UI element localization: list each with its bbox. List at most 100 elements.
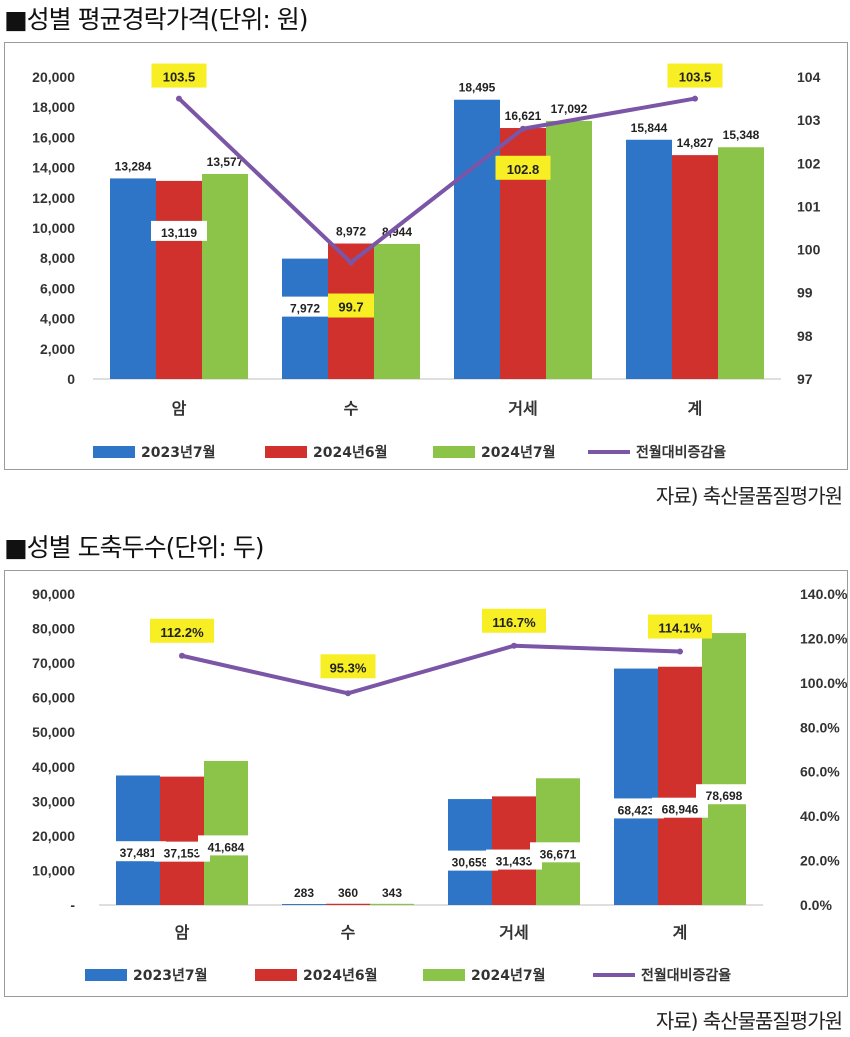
chart2-svg: - 10,000 20,000 30,000 40,000 50,000 60,000 70,… xyxy=(32,586,847,984)
bar-value-label: 17,092 xyxy=(551,102,588,116)
y-axis-tick-label: 10,000 xyxy=(32,220,75,236)
bar-value-label: 18,495 xyxy=(459,81,496,95)
y-axis-tick-label: 6,000 xyxy=(40,280,75,296)
bar-2024-07 xyxy=(536,778,580,905)
rate-label-box xyxy=(151,63,207,88)
y-axis-tick-label: 14,000 xyxy=(32,160,75,176)
bar-2024-07 xyxy=(702,633,746,905)
x-axis-category-label: 수 xyxy=(341,923,356,942)
y-axis-tick-label: 70,000 xyxy=(32,655,75,671)
bar-value-label: 36,671 xyxy=(540,847,577,861)
y-axis-tick-label: - xyxy=(70,897,75,913)
bar-2023-07 xyxy=(282,258,328,379)
bar-value-label: 37,153 xyxy=(164,847,201,861)
y-axis-tick-label: 0 xyxy=(67,371,75,387)
rate-label: 95.3% xyxy=(330,660,367,675)
x-axis-category-label: 거세 xyxy=(508,399,537,418)
bar-value-label: 68,946 xyxy=(662,803,699,817)
bar-value-label: 283 xyxy=(294,886,314,900)
rate-label: 114.1% xyxy=(658,621,702,636)
bar-value-label: 13,284 xyxy=(115,159,152,173)
rate-line xyxy=(181,643,681,696)
rate-label: 102.8 xyxy=(507,162,540,177)
bar-2023-07 xyxy=(116,775,160,905)
rate-line-point xyxy=(511,642,517,649)
y2-axis-tick-label: 101 xyxy=(797,198,821,214)
chart1-panel: 0 2,000 4,000 6,000 8,000 10,000 12,000 14,000 1… xyxy=(4,42,848,470)
rate-label-box xyxy=(495,155,551,180)
rate-label: 103.5 xyxy=(679,70,712,85)
y2-axis-tick-label: 97 xyxy=(797,371,813,387)
bar-2024-06 xyxy=(672,155,718,379)
bar-value-label: 78,698 xyxy=(706,789,743,803)
legend-label: 2023년7월 xyxy=(141,444,215,461)
bar-value-label: 8,944 xyxy=(382,225,412,239)
y-axis-tick-label: 8,000 xyxy=(40,250,75,266)
rate-line-point xyxy=(692,95,698,102)
bar-2024-07 xyxy=(546,120,592,379)
y2-axis-tick-label: 100.0% xyxy=(800,675,847,691)
y2-axis-tick-label: 103 xyxy=(797,112,821,128)
x-axis-category-label: 계 xyxy=(673,923,688,942)
bar-value-label: 13,119 xyxy=(161,226,197,240)
legend-label: 2024년7월 xyxy=(481,444,555,461)
legend-swatch xyxy=(93,446,135,458)
y2-axis-tick-label: 0.0% xyxy=(800,897,832,913)
bar-value-label: 15,348 xyxy=(723,128,760,142)
legend-label: 2024년6월 xyxy=(303,967,377,984)
y2-axis-tick-label: 60.0% xyxy=(800,764,840,780)
y2-axis-tick-label: 100 xyxy=(797,242,821,258)
bar-value-label-box xyxy=(442,850,498,871)
y-axis-tick-label: 18,000 xyxy=(32,99,75,115)
bar-2023-07 xyxy=(454,99,500,379)
bar-value-label: 31,433 xyxy=(496,855,533,869)
legend-swatch xyxy=(265,446,307,458)
bar-2024-06 xyxy=(658,666,702,905)
bar-value-label: 30,659 xyxy=(452,856,489,870)
bar-2024-06 xyxy=(326,903,370,905)
bar-2023-07 xyxy=(282,904,326,905)
bar-value-label-box xyxy=(110,841,166,862)
bar-2024-07 xyxy=(374,243,420,379)
legend-swatch xyxy=(433,446,475,458)
bar-2023-07 xyxy=(614,668,658,905)
rate-label-box xyxy=(328,293,374,318)
chart2-title: ■성별 도축두수(단위: 두) xyxy=(4,533,264,562)
y2-axis-tick-label: 80.0% xyxy=(800,719,840,735)
bar-2023-07 xyxy=(626,139,672,379)
chart1-svg: 0 2,000 4,000 6,000 8,000 10,000 12,000 14,000 1… xyxy=(32,63,821,461)
y2-axis-tick-label: 98 xyxy=(797,328,813,344)
chart1-source: 자료) 축산물품질평가원 xyxy=(655,484,843,508)
bar-value-label-box xyxy=(154,841,210,862)
bar-value-label: 13,577 xyxy=(207,155,244,169)
bar-value-label: 343 xyxy=(382,886,402,900)
bar-value-label: 41,684 xyxy=(208,840,245,854)
y-axis-tick-label: 20,000 xyxy=(32,69,75,85)
rate-label: 99.7 xyxy=(338,300,363,315)
y-axis-tick-label: 2,000 xyxy=(40,341,75,357)
bar-value-label-box xyxy=(198,835,254,856)
bar-value-label: 16,621 xyxy=(505,109,542,123)
bar-value-label-box xyxy=(486,849,542,870)
bar-value-label: 14,827 xyxy=(677,136,714,150)
legend-swatch xyxy=(85,969,127,981)
x-axis-category-label: 수 xyxy=(344,399,359,418)
rate-label-box xyxy=(648,614,712,639)
bar-value-label: 8,972 xyxy=(336,225,366,239)
y-axis-tick-label: 50,000 xyxy=(32,724,75,740)
y2-axis-tick-label: 140.0% xyxy=(800,586,847,602)
rate-label-box xyxy=(667,63,723,88)
bar-2024-07 xyxy=(370,903,414,905)
legend-swatch xyxy=(423,969,465,981)
legend-swatch xyxy=(255,969,297,981)
x-axis-category-label: 암 xyxy=(175,923,190,942)
y2-axis-tick-label: 102 xyxy=(797,155,821,171)
y2-axis-tick-label: 120.0% xyxy=(800,630,847,646)
rate-line-point xyxy=(345,690,351,697)
bar-value-label-box xyxy=(608,798,664,819)
bar-value-label-box xyxy=(281,296,329,317)
rate-line-point xyxy=(179,652,185,659)
rate-label-box xyxy=(150,618,214,643)
legend-label: 2024년7월 xyxy=(471,967,545,984)
legend-label: 전월대비증감율 xyxy=(636,444,726,461)
